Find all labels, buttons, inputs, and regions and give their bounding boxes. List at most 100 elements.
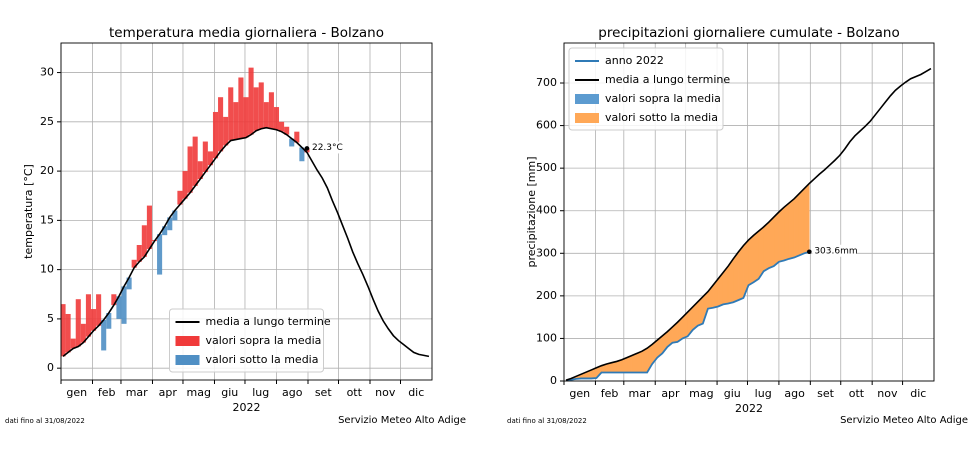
bar-above [233, 102, 239, 140]
bar-above [218, 97, 224, 152]
x-tick-label: apr [661, 387, 680, 400]
x-axis-label: 2022 [233, 401, 261, 414]
y-tick-label: 0 [47, 361, 54, 374]
area-below [773, 211, 780, 267]
y-tick-label: 20 [40, 164, 54, 177]
bar-above [80, 323, 86, 343]
bar-above [85, 294, 91, 337]
y-tick-label: 5 [47, 312, 54, 325]
bar-below [126, 277, 132, 290]
y-tick-label: 200 [536, 289, 557, 302]
bar-below [167, 217, 173, 231]
x-tick-label: gen [66, 386, 87, 399]
x-tick-label: feb [98, 386, 116, 399]
x-tick-label: mag [689, 387, 713, 400]
bar-below [106, 312, 112, 329]
y-tick-label: 600 [536, 119, 557, 132]
legend-label: valori sotto la media [605, 111, 718, 124]
x-tick-label: lug [755, 387, 772, 400]
bar-above [212, 111, 219, 159]
bar-above [75, 299, 81, 347]
bar-above [263, 102, 269, 128]
x-tick-label: dic [408, 386, 424, 399]
x-tick-label: nov [877, 387, 898, 400]
legend-label: media a lungo termine [206, 315, 331, 328]
area-below [738, 244, 744, 301]
end-point [304, 146, 310, 151]
bar-above [207, 151, 213, 166]
y-tick-label: 700 [536, 76, 557, 89]
source: Servizio Meteo Alto Adige [840, 415, 968, 426]
x-tick-label: set [315, 386, 332, 399]
bar-above [90, 309, 97, 331]
x-tick-label: giu [221, 386, 238, 399]
bar-below [172, 210, 178, 221]
bar-above [177, 190, 183, 205]
bar-below [121, 286, 127, 324]
area-below [788, 198, 795, 260]
area-below [768, 216, 775, 269]
y-tick-label: 100 [536, 331, 557, 344]
plot-frame [563, 42, 935, 382]
end-point [807, 249, 812, 255]
legend-box [169, 308, 324, 373]
y-tick-label: 15 [40, 213, 54, 226]
x-tick-label: giu [724, 387, 741, 400]
bar-above [228, 87, 234, 141]
legend-patch [575, 94, 599, 104]
bar-above [238, 77, 244, 139]
end-label: 303.6mm [814, 246, 857, 256]
area-below [798, 187, 805, 256]
plot-frame [60, 42, 433, 381]
bar-above [279, 121, 285, 132]
bar-above [284, 126, 290, 135]
bar-above [248, 67, 254, 135]
bar-above [273, 107, 280, 130]
area-below [793, 193, 800, 258]
bar-above [294, 131, 300, 143]
legend-label: valori sopra la media [605, 92, 721, 105]
bar-above [60, 304, 66, 357]
bar-below [116, 296, 122, 319]
x-tick-label: dic [910, 387, 926, 400]
chart-panel: precipitazioni giornaliere cumulate - Bo… [507, 25, 968, 426]
x-axis-label: 2022 [735, 402, 763, 415]
y-tick-label: 0 [550, 374, 557, 387]
legend-label: anno 2022 [605, 54, 664, 67]
area-below [733, 251, 739, 303]
bar-below [289, 138, 295, 147]
x-tick-label: ott [347, 386, 363, 399]
bar-above [243, 97, 249, 138]
x-tick-label: ago [282, 386, 303, 399]
x-tick-label: mar [629, 387, 651, 400]
observed-line [565, 250, 810, 382]
y-tick-label: 500 [536, 161, 557, 174]
end-label-bg [309, 141, 354, 154]
bar-above [182, 171, 188, 199]
x-tick-label: set [817, 387, 834, 400]
source: Servizio Meteo Alto Adige [338, 415, 466, 426]
area-below [763, 221, 770, 272]
bar-above [65, 313, 71, 353]
y-axis-label: precipitazione [mm] [525, 156, 538, 267]
legend-label: valori sotto la media [206, 353, 319, 366]
x-tick-label: feb [601, 387, 619, 400]
bar-above [202, 141, 208, 173]
y-tick-label: 10 [40, 263, 54, 276]
y-tick-label: 30 [40, 66, 54, 79]
x-tick-label: ott [849, 387, 865, 400]
area-below [783, 202, 790, 261]
area-below [748, 234, 754, 286]
y-tick-label: 25 [40, 115, 54, 128]
chart-panel: temperatura media giornaliera - Bolzano t… [5, 25, 466, 426]
bar-above [187, 146, 193, 193]
bar-above [192, 136, 198, 186]
chart-title: temperatura media giornaliera - Bolzano [109, 25, 384, 41]
end-label-bg [812, 244, 857, 257]
bar-above [96, 294, 102, 326]
footnote: dati fino al 31/08/2022 [507, 417, 587, 425]
legend-patch [175, 336, 200, 346]
bar-above [131, 259, 137, 268]
mean-line [565, 67, 932, 381]
